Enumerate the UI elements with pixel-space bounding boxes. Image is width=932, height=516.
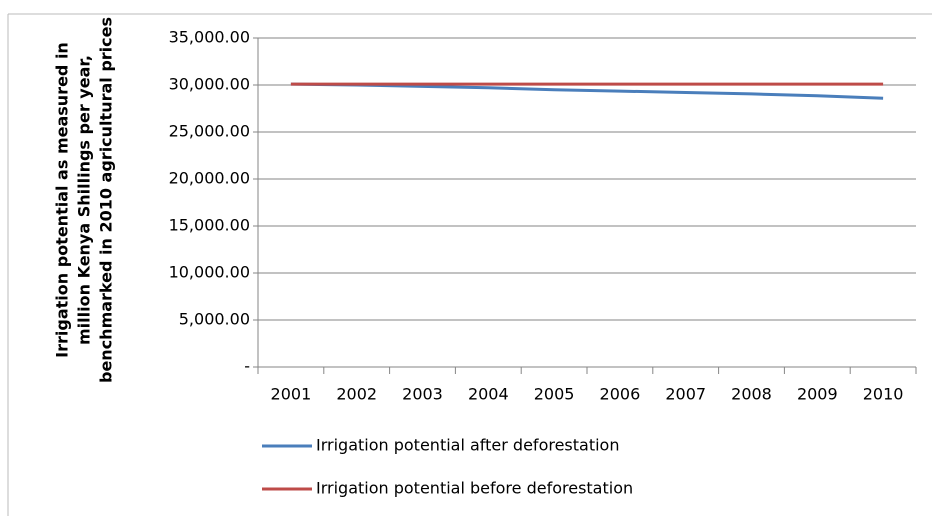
x-tick-label: 2009 [797,385,838,404]
x-tick-label: 2002 [336,385,377,404]
y-tick-label: 35,000.00 [169,28,250,47]
y-axis-title-line: million Kenya Shillings per year, [75,55,94,345]
y-tick-label: - [244,357,250,376]
y-axis-title-line: Irrigation potential as measured in [53,42,72,358]
y-axis-title: Irrigation potential as measured in mill… [53,17,116,383]
legend-label: Irrigation potential after deforestation [316,436,619,455]
x-tick-label: 2006 [600,385,641,404]
x-tick-label: 2005 [534,385,575,404]
x-tick-label: 2001 [271,385,312,404]
y-tick-label: 30,000.00 [169,75,250,94]
x-tick-label: 2004 [468,385,509,404]
y-axis-title-line: benchmarked in 2010 agricultural prices [97,17,116,383]
legend-label: Irrigation potential before deforestatio… [316,479,633,498]
y-tick-label: 25,000.00 [169,122,250,141]
y-tick-label: 15,000.00 [169,216,250,235]
x-tick-label: 2007 [665,385,706,404]
x-tick-label: 2003 [402,385,443,404]
series-line [290,82,884,100]
x-tick-label: 2010 [863,385,904,404]
x-tick-label: 2008 [731,385,772,404]
y-tick-label: 10,000.00 [169,263,250,282]
y-tick-label: 20,000.00 [169,169,250,188]
y-tick-label: 5,000.00 [179,310,250,329]
